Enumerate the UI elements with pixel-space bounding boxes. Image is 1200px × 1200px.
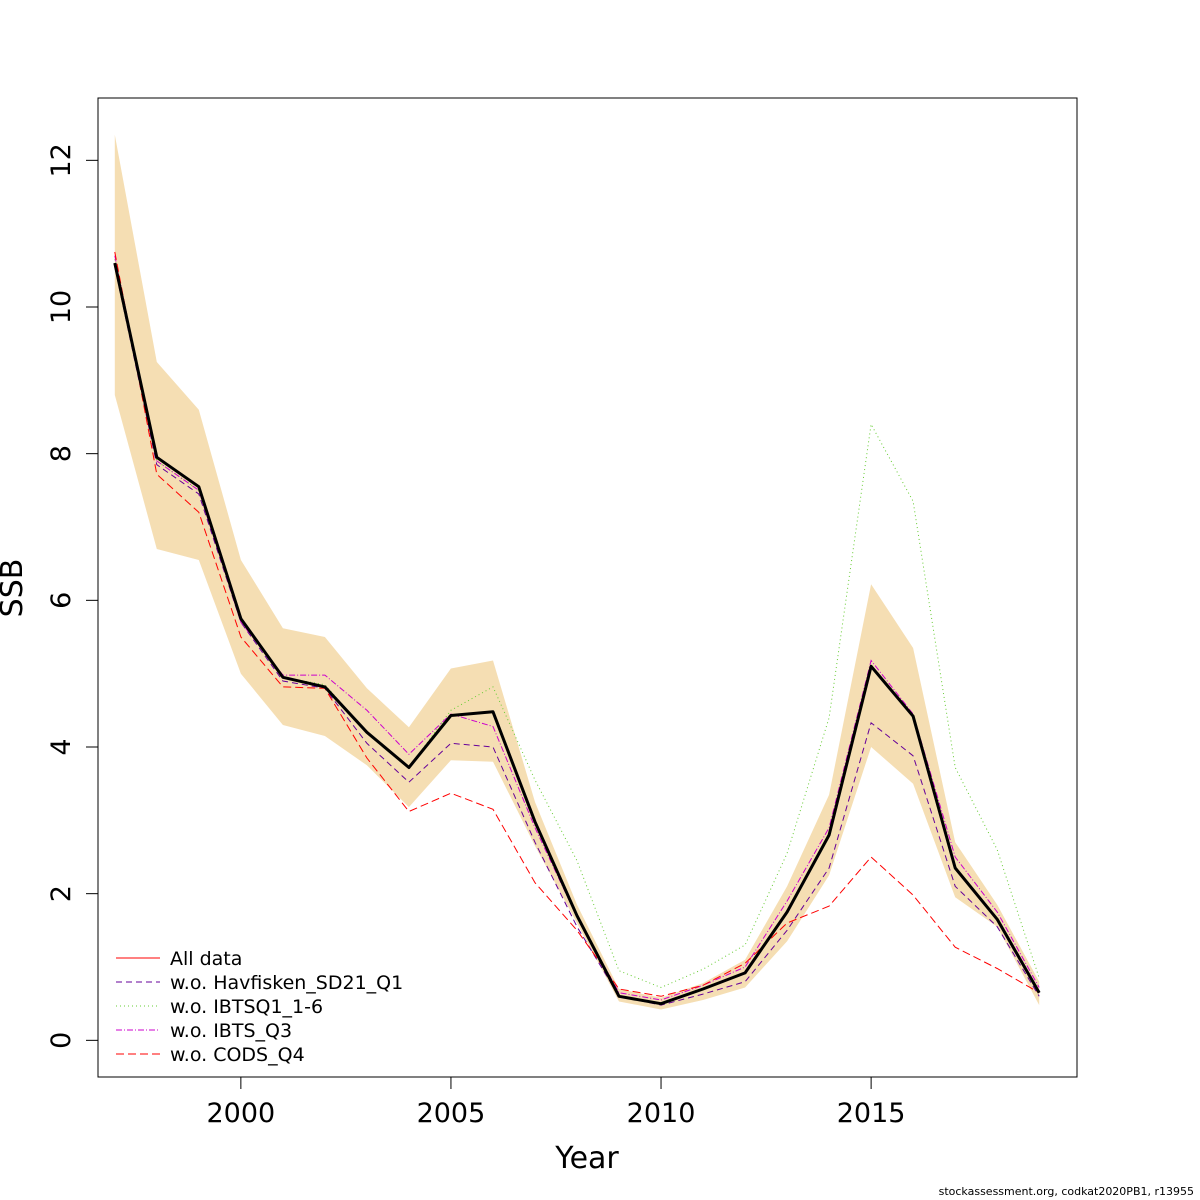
y-tick-label: 8 bbox=[46, 445, 77, 462]
x-axis-title: Year bbox=[554, 1141, 619, 1176]
x-tick-label: 2005 bbox=[417, 1098, 486, 1129]
y-tick-label: 12 bbox=[46, 143, 77, 177]
y-tick-label: 6 bbox=[46, 592, 77, 609]
y-tick-label: 4 bbox=[46, 738, 77, 755]
series-line-4 bbox=[114, 251, 1040, 997]
legend-label-4: w.o. CODS_Q4 bbox=[170, 1044, 305, 1066]
x-axis: 2000 2005 2010 2015 bbox=[206, 1077, 905, 1129]
footer-credit: stockassessment.org, codkat2020PB1, r139… bbox=[938, 1185, 1194, 1198]
legend-label-0: All data bbox=[170, 948, 242, 970]
x-tick-label: 2000 bbox=[206, 1098, 275, 1129]
main-ssb-line bbox=[113, 262, 1041, 1006]
y-axis: 0 2 4 6 8 10 12 bbox=[46, 143, 98, 1049]
confidence-band-layer bbox=[114, 134, 1040, 1010]
y-tick-label: 10 bbox=[46, 290, 77, 324]
plot-frame bbox=[97, 97, 1078, 1078]
confidence-band bbox=[114, 134, 1040, 1010]
y-axis-title: SSB bbox=[0, 559, 30, 618]
legend-label-1: w.o. Havfisken_SD21_Q1 bbox=[170, 972, 403, 994]
y-tick-label: 2 bbox=[46, 885, 77, 902]
legend-label-2: w.o. IBTSQ1_1-6 bbox=[170, 996, 323, 1018]
legend-label-3: w.o. IBTS_Q3 bbox=[170, 1020, 292, 1042]
main-line-layer bbox=[113, 262, 1041, 1006]
x-tick-label: 2015 bbox=[837, 1098, 906, 1129]
y-tick-label: 0 bbox=[46, 1032, 77, 1049]
x-tick-label: 2010 bbox=[627, 1098, 696, 1129]
